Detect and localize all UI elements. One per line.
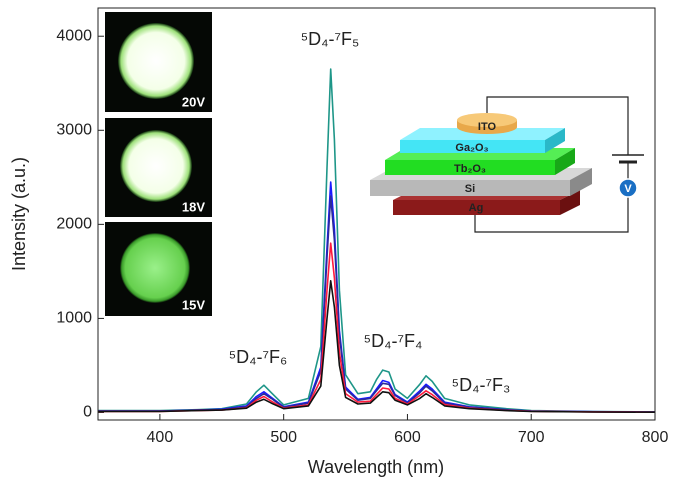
plot-area: 400 500 600 700 800 0 1000 2000 3000 4000 — [56, 7, 669, 446]
voltmeter-label: V — [624, 183, 632, 195]
plot-frame — [97, 7, 656, 421]
annotation: ⁵D₄-⁷F₄ — [364, 331, 423, 351]
x-tick-label: 600 — [394, 429, 421, 446]
voltmeter — [618, 178, 638, 198]
annotation: ⁵D₄-⁷F₃ — [452, 375, 511, 395]
y-axis-label: Intensity (a.u.) — [9, 157, 29, 271]
layer-tb2o3 — [555, 148, 575, 175]
spectrum-line — [98, 68, 656, 413]
wire — [474, 197, 629, 233]
y-tick-label: 4000 — [56, 27, 92, 44]
ito-disk — [457, 113, 517, 127]
layer-ga2o3 — [400, 128, 565, 140]
layer-label: Ga₂O₃ — [455, 142, 488, 154]
photo-label: 20V — [182, 94, 205, 109]
layer-ga2o3 — [545, 128, 565, 153]
glow — [118, 23, 194, 99]
layer-label: Si — [465, 183, 475, 195]
wire — [486, 96, 629, 155]
layer-ag — [393, 200, 560, 215]
layer-si — [570, 168, 592, 196]
layer-label: Tb₂O₃ — [454, 163, 486, 175]
layer-ga2o3 — [400, 140, 545, 153]
x-tick-label: 500 — [270, 429, 297, 446]
glow — [120, 233, 190, 303]
spectrum-line — [98, 242, 656, 413]
x-axis-label: Wavelength (nm) — [308, 457, 444, 477]
x-tick-label: 700 — [518, 429, 545, 446]
photo-insets: 20V 18V 15V — [105, 12, 212, 316]
device-diagram: V ITO Ga₂O₃ Tb₂O₃ Si Ag — [370, 96, 644, 233]
y-tick-label: 3000 — [56, 122, 92, 139]
annotation: ⁵D₄-⁷F₅ — [301, 29, 360, 49]
spectrum-line — [98, 181, 656, 413]
y-tick-label: 2000 — [56, 216, 92, 233]
photo-label: 18V — [182, 199, 205, 214]
layer-si — [370, 180, 570, 196]
x-tick-label: 800 — [642, 429, 669, 446]
y-tick-label: 0 — [83, 404, 92, 421]
y-tick-label: 1000 — [56, 310, 92, 327]
photo-label: 15V — [182, 297, 205, 312]
layer-label: Ag — [469, 202, 484, 214]
layer-tb2o3 — [385, 160, 555, 175]
x-tick-label: 400 — [147, 429, 174, 446]
layer-label: ITO — [478, 121, 497, 133]
spectrum-line — [98, 280, 656, 413]
annotation: ⁵D₄-⁷F₆ — [229, 347, 288, 367]
layer-ag — [560, 190, 580, 215]
spectrum-line — [98, 195, 656, 413]
glow — [120, 130, 192, 202]
